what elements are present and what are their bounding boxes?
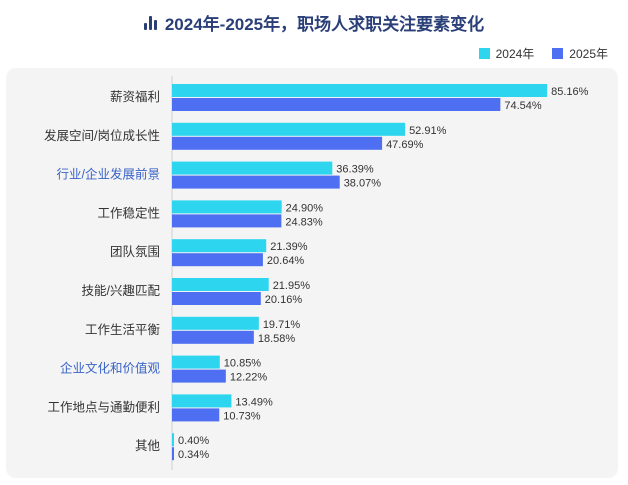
bar-2024: [172, 84, 548, 97]
category-label: 工作生活平衡: [85, 323, 160, 337]
bar-2024: [172, 161, 333, 175]
bar-2025: [172, 330, 254, 344]
category-label: 团队氛围: [110, 244, 160, 259]
data-label: 24.90%: [286, 202, 324, 214]
data-label: 85.16%: [551, 86, 589, 98]
bar-2025: [172, 369, 226, 383]
category-label: 其他: [135, 439, 161, 453]
bar-2025: [172, 175, 340, 189]
bar-2025: [172, 292, 261, 305]
category-label: 发展空间/岗位成长性: [44, 128, 160, 143]
bar-2024: [172, 355, 220, 369]
bar-2024: [172, 394, 232, 408]
data-label: 13.49%: [235, 396, 273, 408]
data-label: 74.54%: [504, 100, 542, 112]
bar-2024: [172, 200, 282, 214]
data-label: 52.91%: [409, 125, 447, 137]
legend-swatch-2024: [478, 48, 490, 59]
legend-item-2024: 2024年: [478, 45, 535, 62]
bar-2025: [172, 98, 501, 111]
bar-2025: [172, 447, 174, 461]
chart-panel: [6, 68, 618, 478]
legend-item-2025: 2025年: [552, 45, 608, 62]
bar-chart-icon: [143, 15, 157, 30]
bar-2024: [172, 239, 267, 253]
category-label: 企业文化和价值观: [60, 361, 161, 376]
bar-2024: [172, 433, 174, 447]
data-label: 18.58%: [258, 333, 296, 345]
legend-label-2025: 2025年: [569, 47, 608, 61]
category-label: 工作稳定性: [97, 205, 160, 220]
bar-2024: [172, 278, 269, 291]
data-label: 10.85%: [224, 358, 262, 370]
legend: 2024年 2025年: [478, 45, 608, 62]
legend-swatch-2025: [552, 48, 564, 59]
category-label: 行业/企业发展前景: [57, 167, 160, 182]
bar-2025: [172, 253, 263, 267]
data-label: 19.71%: [263, 319, 301, 331]
data-label: 0.40%: [178, 435, 209, 447]
chart-title: 2024年-2025年，职场人求职关注要素变化: [0, 10, 628, 35]
chart-title-text: 2024年-2025年，职场人求职关注要素变化: [164, 15, 485, 34]
bar-2024: [172, 316, 259, 330]
bar-2025: [172, 136, 383, 150]
category-label: 技能/兴趣匹配: [82, 283, 161, 298]
data-label: 21.95%: [273, 280, 311, 292]
data-label: 21.39%: [270, 241, 308, 253]
data-label: 36.39%: [336, 164, 374, 176]
data-label: 12.22%: [230, 372, 268, 384]
data-label: 20.16%: [265, 294, 303, 306]
data-label: 47.69%: [386, 139, 424, 151]
data-label: 24.83%: [285, 216, 323, 228]
data-label: 38.07%: [344, 178, 382, 190]
category-label: 薪资福利: [110, 89, 160, 104]
data-label: 20.64%: [267, 255, 305, 267]
category-label: 工作地点与通勤便利: [47, 400, 160, 414]
legend-label-2024: 2024年: [495, 47, 535, 61]
data-label: 10.73%: [223, 410, 261, 422]
bar-2024: [172, 122, 406, 136]
bar-2025: [172, 214, 282, 228]
data-label: 0.34%: [178, 449, 209, 461]
bar-2025: [172, 408, 220, 422]
